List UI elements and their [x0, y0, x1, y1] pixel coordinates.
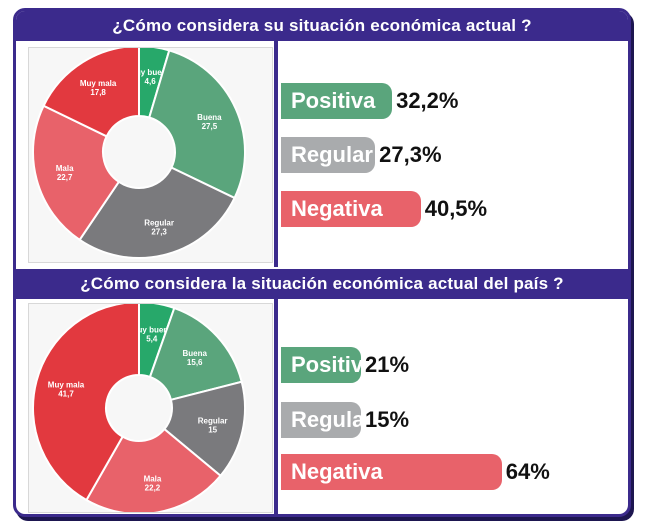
section-1: Muy buena 4,6 Buena 27,5 Regular 27,3 Mala 22,7… — [16, 41, 628, 267]
bar-row-regular: Regular 27,3% — [281, 137, 442, 173]
slice-regular — [78, 166, 236, 259]
slice-label-mala: Mala — [144, 474, 162, 483]
section-1-title: ¿Cómo considera su situación económica a… — [16, 11, 628, 41]
slice-label-muy-mala: Muy mala — [48, 381, 85, 390]
slice-label-mala: Mala — [56, 164, 74, 173]
slice-muy-mala — [32, 304, 140, 502]
donut-chart-country: Muy buena 5,4 Buena 15,6 Regular 15 Mala 22,2 Mu… — [28, 303, 273, 513]
slice-value-mala: 22,2 — [145, 483, 161, 492]
slice-label-muy-buena: Muy buena — [131, 326, 173, 335]
slice-value-muy-mala: 17,8 — [90, 88, 106, 97]
slice-buena — [148, 306, 243, 402]
slice-buena — [148, 49, 246, 200]
slice-label-regular: Regular — [198, 417, 228, 426]
bar-value-positiva: 21% — [365, 352, 410, 377]
bar-value-negativa: 40,5% — [424, 196, 488, 221]
section-2-title: ¿Cómo considera la situación económica a… — [16, 269, 628, 299]
slice-label-buena: Buena — [197, 113, 222, 122]
bar-value-negativa: 64% — [505, 459, 550, 484]
slice-value-mala: 22,7 — [57, 173, 73, 182]
bar-value-regular: 27,3% — [379, 142, 442, 167]
bar-row-negativa: Negativa 64% — [281, 454, 550, 490]
bar-value-positiva: 32,2% — [396, 88, 459, 113]
infographic-frame: ¿Cómo considera su situación económica a… — [13, 8, 631, 517]
bar-row-negativa: Negativa 40,5% — [281, 191, 487, 227]
bar-regular: Regular — [281, 137, 376, 173]
bar-regular: Regular — [281, 402, 373, 438]
slice-regular — [162, 380, 246, 478]
bar-positiva: Positiva — [281, 347, 375, 383]
slice-value-muy-mala: 41,7 — [58, 390, 74, 399]
donut-chart-personal: Muy buena 4,6 Buena 27,5 Regular 27,3 Mala 22,7… — [28, 47, 273, 263]
bar-negativa: Negativa — [281, 191, 421, 227]
bar-row-positiva: Positiva 32,2% — [281, 83, 458, 119]
slice-value-buena: 15,6 — [187, 358, 203, 367]
slice-mala — [32, 104, 121, 242]
section-2: Muy buena 5,4 Buena 15,6 Regular 15 Mala 22,2 Mu… — [16, 299, 628, 514]
slice-label-muy-mala: Muy mala — [80, 79, 117, 88]
slice-value-muy-buena: 4,6 — [145, 77, 157, 86]
bar-negativa: Negativa — [281, 454, 502, 490]
slice-label-muy-buena: Muy buena — [129, 68, 171, 77]
slice-value-regular: 27,3 — [151, 227, 167, 236]
bar-row-regular: Regular 15% — [281, 402, 409, 438]
slice-label-regular: Regular — [144, 218, 174, 227]
slice-value-muy-buena: 5,4 — [146, 335, 158, 344]
bar-positiva: Positiva — [281, 83, 393, 119]
slice-value-buena: 27,5 — [202, 122, 218, 131]
bar-row-positiva: Positiva 21% — [281, 347, 409, 383]
section-divider — [274, 299, 278, 514]
slice-value-regular: 15 — [208, 426, 217, 435]
section-divider — [274, 41, 278, 267]
bar-value-regular: 15% — [365, 407, 410, 432]
slice-label-buena: Buena — [182, 349, 207, 358]
slice-muy-mala — [42, 48, 140, 138]
slice-mala — [85, 427, 222, 512]
